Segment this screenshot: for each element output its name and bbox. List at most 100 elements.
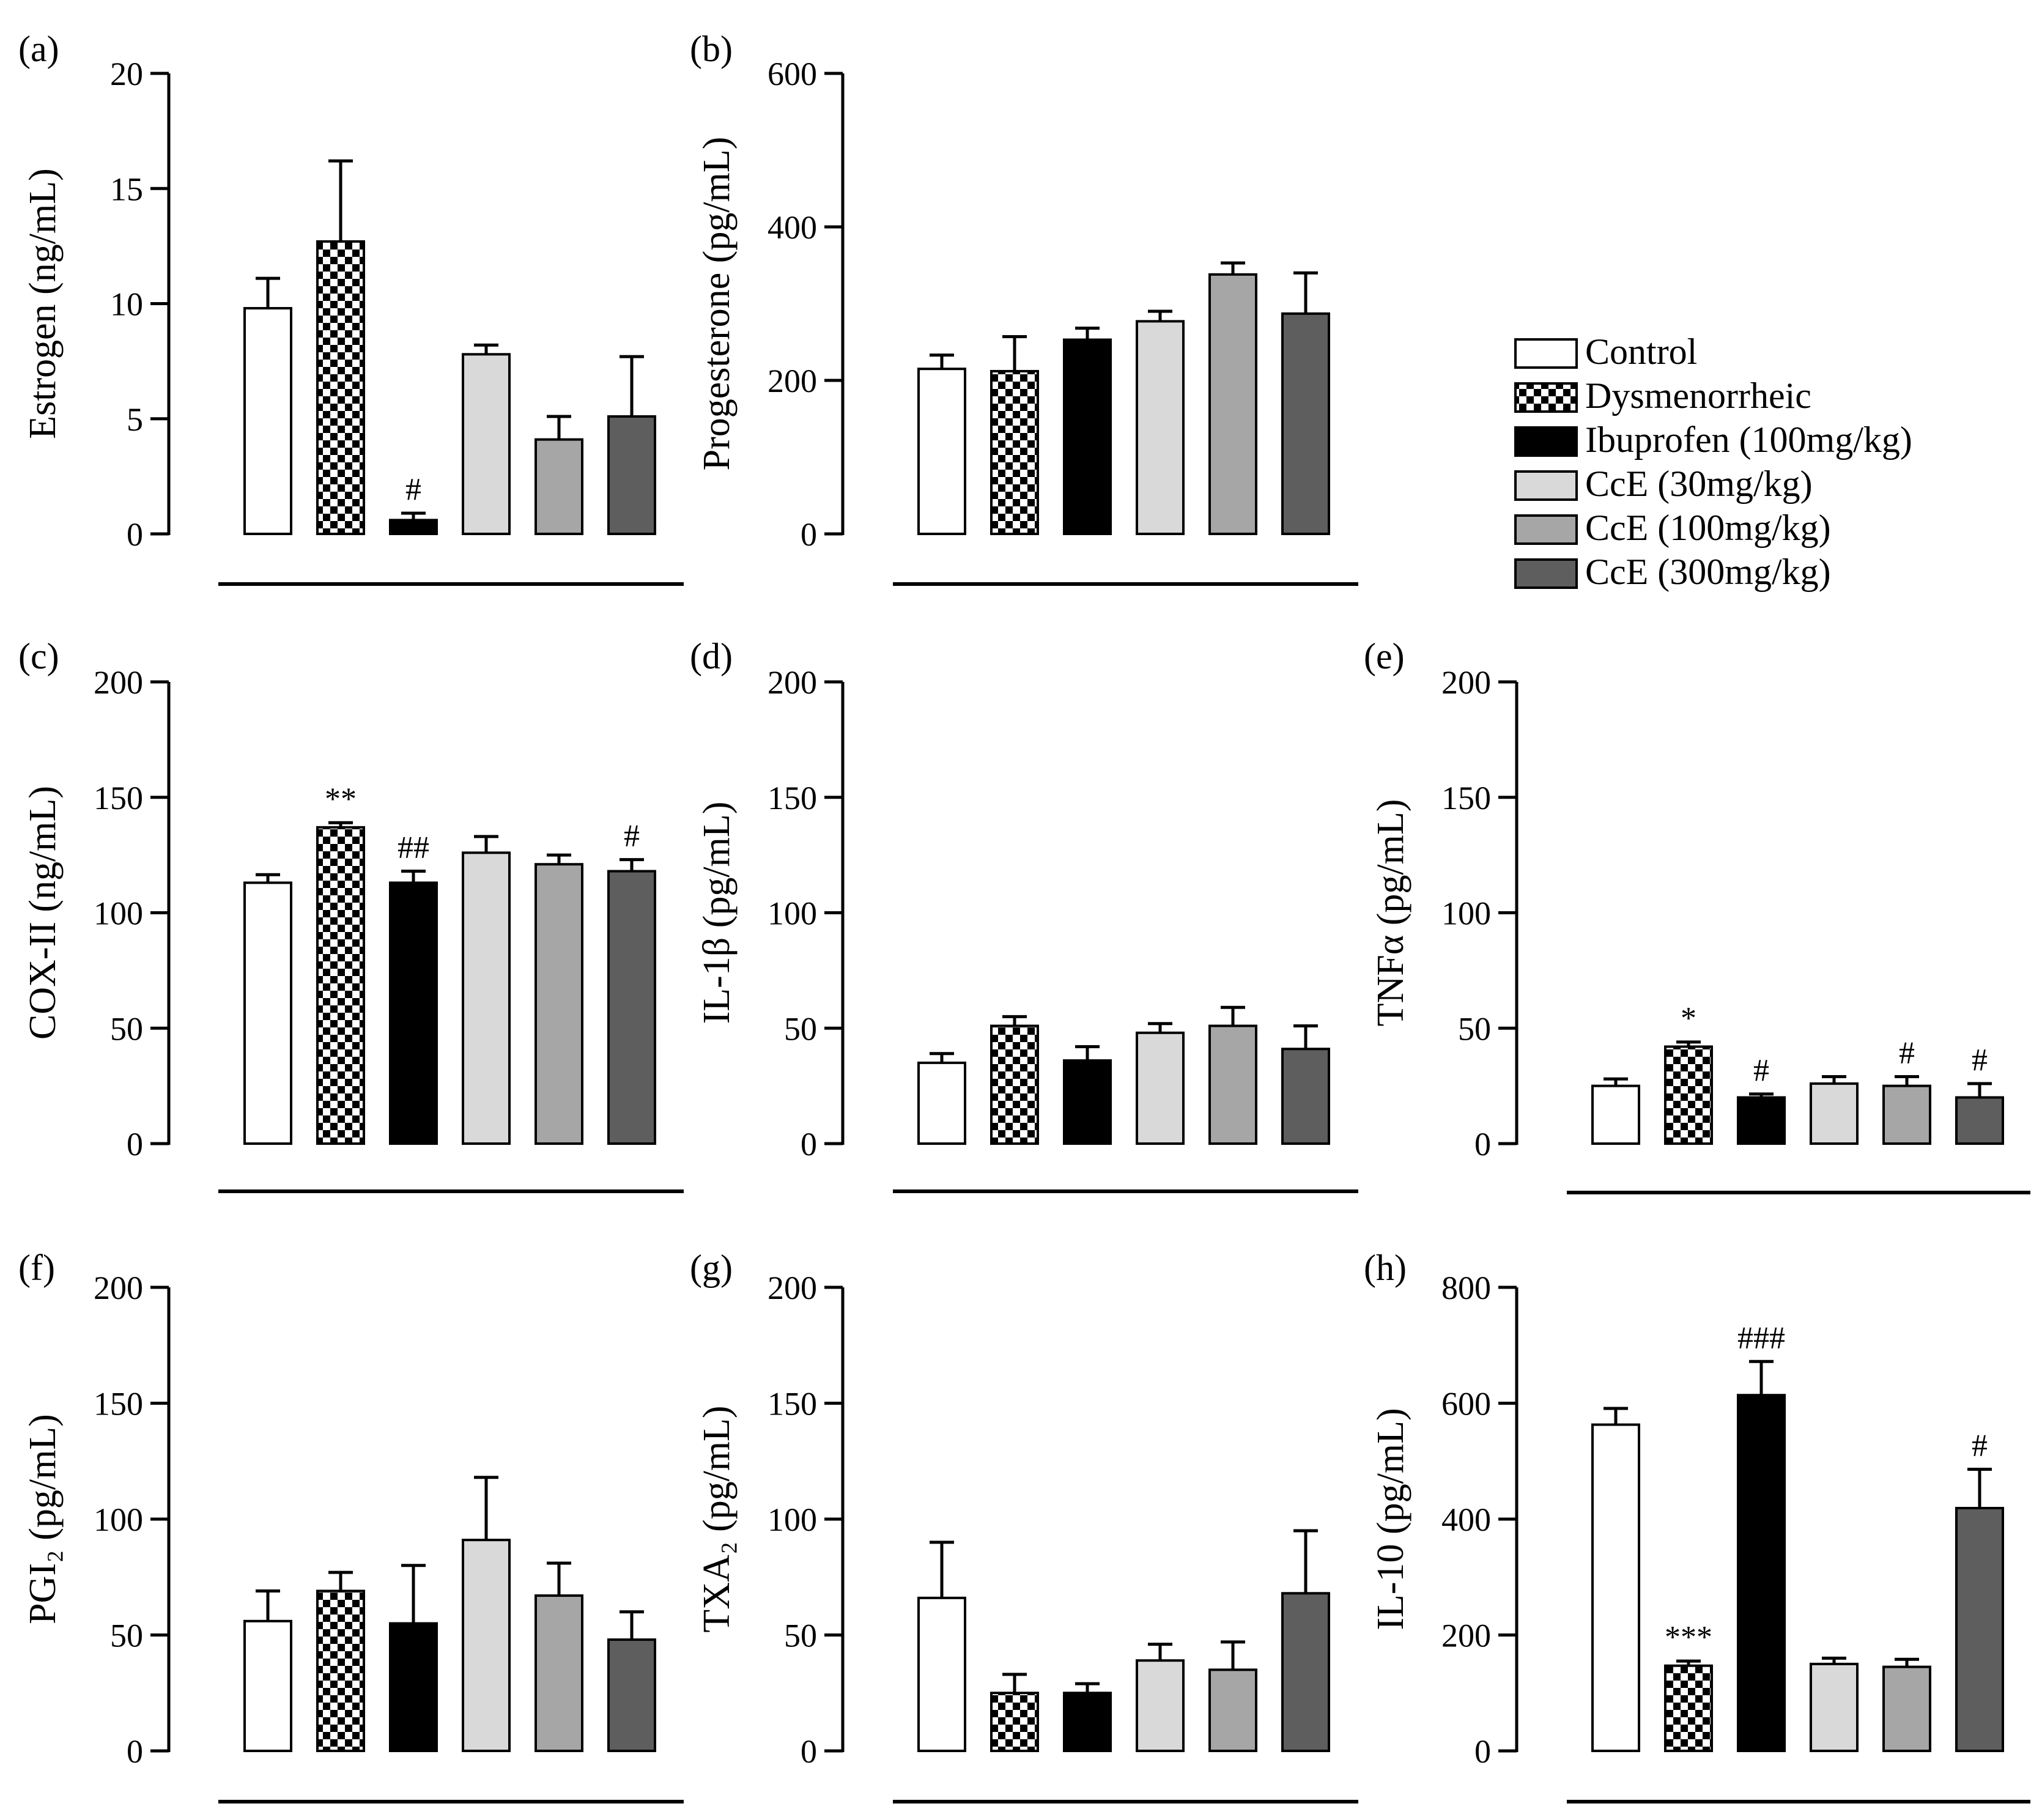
bar-cce30 xyxy=(1810,1662,1859,1752)
y-tick-label: 400 xyxy=(768,209,817,246)
y-tick-label: 100 xyxy=(1441,895,1491,932)
y-tick-label: 50 xyxy=(110,1618,143,1654)
bar-cce100 xyxy=(1208,273,1257,535)
bar-cce30 xyxy=(1810,1082,1859,1145)
y-tick-label: 200 xyxy=(768,363,817,399)
y-tick-label: 150 xyxy=(1441,780,1491,816)
y-tick-label: 200 xyxy=(1441,664,1491,701)
bar-cce300 xyxy=(1281,312,1330,535)
y-tick-label: 100 xyxy=(94,1501,143,1538)
bar-cce30 xyxy=(1136,1659,1185,1752)
bar-cce30 xyxy=(1136,320,1185,535)
y-tick-label: 10 xyxy=(110,286,143,323)
panel-b: (b) 0 200 400 600 Progesterone (pg/mL) xyxy=(690,29,1358,586)
panel-label: (f) xyxy=(18,1248,55,1288)
y-axis-label: COX-II (ng/mL) xyxy=(22,786,64,1040)
y-tick-label: 150 xyxy=(94,780,143,816)
legend-swatch-dysmenorrheic xyxy=(1514,382,1578,413)
y-axis-label: TXA₂ (pg/mL) xyxy=(696,1405,738,1632)
y-tick-label: 400 xyxy=(1441,1501,1491,1538)
panel-label: (a) xyxy=(18,29,59,69)
panel-label: (c) xyxy=(18,636,59,676)
significance-label: ** xyxy=(325,782,357,816)
legend-label-cce100: CcE (100mg/kg) xyxy=(1585,508,1831,548)
panel-label: (g) xyxy=(690,1248,733,1288)
y-tick-label: 0 xyxy=(801,516,817,553)
y-tick-label: 50 xyxy=(784,1618,817,1654)
bar-control xyxy=(917,1061,966,1145)
y-tick-label: 20 xyxy=(110,56,143,92)
bar-control xyxy=(917,1596,966,1753)
legend-swatch-cce300 xyxy=(1514,558,1578,589)
bar-dysmenorrheic xyxy=(316,240,365,535)
bar-ibuprofen xyxy=(1063,1692,1112,1752)
y-axis-label: Progesterone (pg/mL) xyxy=(696,137,738,471)
bar-cce100 xyxy=(535,438,583,536)
y-tick-label: 0 xyxy=(801,1126,817,1163)
y-tick-label: 200 xyxy=(768,1270,817,1306)
y-tick-label: 0 xyxy=(1474,1126,1491,1163)
y-tick-label: 0 xyxy=(127,516,143,553)
significance-label: # xyxy=(1753,1053,1769,1088)
y-tick-label: 100 xyxy=(94,895,143,932)
y-tick-label: 200 xyxy=(94,1270,143,1306)
y-tick-label: 0 xyxy=(127,1733,143,1770)
bar-cce30 xyxy=(462,353,511,536)
legend-label-cce30: CcE (30mg/kg) xyxy=(1585,464,1813,504)
bar-ibuprofen xyxy=(389,1622,438,1753)
panel-e: (e) 0 50 100 150 200 TNFα (pg/mL) * # # # xyxy=(1364,636,2030,1194)
bar-ibuprofen xyxy=(1737,1096,1786,1145)
y-tick-label: 0 xyxy=(127,1126,143,1163)
legend-label-dysmenorrheic: Dysmenorrheic xyxy=(1585,375,1811,416)
significance-label: ## xyxy=(398,830,429,865)
panel-g: (g) 0 50 100 150 200 TXA₂ (pg/mL) xyxy=(690,1248,1358,1803)
legend-label-ibuprofen: Ibuprofen (100mg/kg) xyxy=(1585,420,1912,460)
bar-cce300 xyxy=(1955,1506,2004,1753)
bar-control xyxy=(243,1619,292,1753)
bar-cce100 xyxy=(535,863,583,1145)
bar-cce300 xyxy=(607,1638,656,1753)
bar-dysmenorrheic xyxy=(1664,1045,1713,1145)
legend-swatch-cce100 xyxy=(1514,514,1578,545)
bar-ibuprofen xyxy=(1737,1394,1786,1753)
y-axis-label: IL-10 (pg/mL) xyxy=(1370,1408,1411,1630)
panel-a: (a) 0 5 10 15 20 Estrogen (ng/mL) # xyxy=(18,29,684,586)
bar-cce100 xyxy=(1208,1668,1257,1753)
y-axis-label: TNFα (pg/mL) xyxy=(1370,799,1411,1027)
bar-cce300 xyxy=(607,870,656,1145)
bar-ibuprofen xyxy=(1063,338,1112,535)
significance-label: # xyxy=(1972,1043,1988,1078)
y-tick-label: 100 xyxy=(768,895,817,932)
bar-dysmenorrheic xyxy=(990,1024,1039,1145)
y-tick-label: 200 xyxy=(768,664,817,701)
significance-label: # xyxy=(624,819,640,854)
legend-swatch-control xyxy=(1514,338,1578,369)
bar-cce300 xyxy=(1281,1048,1330,1145)
bar-cce300 xyxy=(1955,1096,2004,1145)
bar-ibuprofen xyxy=(389,881,438,1145)
bar-control xyxy=(917,368,966,535)
legend-swatch-ibuprofen xyxy=(1514,426,1578,457)
significance-label: ### xyxy=(1737,1320,1785,1355)
significance-label: * xyxy=(1681,1001,1696,1036)
panel-d: (d) 0 50 100 150 200 IL-1β (pg/mL) xyxy=(690,636,1358,1193)
y-tick-label: 50 xyxy=(784,1010,817,1047)
bar-dysmenorrheic xyxy=(316,1589,365,1752)
bar-cce100 xyxy=(535,1594,583,1753)
bar-ibuprofen xyxy=(389,519,438,535)
bar-cce100 xyxy=(1208,1024,1257,1145)
legend-label-control: Control xyxy=(1585,331,1697,372)
panel-label: (h) xyxy=(1364,1248,1407,1288)
bar-cce100 xyxy=(1882,1665,1931,1753)
bar-dysmenorrheic xyxy=(1664,1664,1713,1753)
y-tick-label: 50 xyxy=(1458,1010,1491,1047)
panel-label: (d) xyxy=(690,636,733,676)
bar-dysmenorrheic xyxy=(990,1692,1039,1752)
bar-ibuprofen xyxy=(1063,1059,1112,1145)
bar-control xyxy=(1591,1423,1640,1753)
bar-control xyxy=(1591,1084,1640,1145)
